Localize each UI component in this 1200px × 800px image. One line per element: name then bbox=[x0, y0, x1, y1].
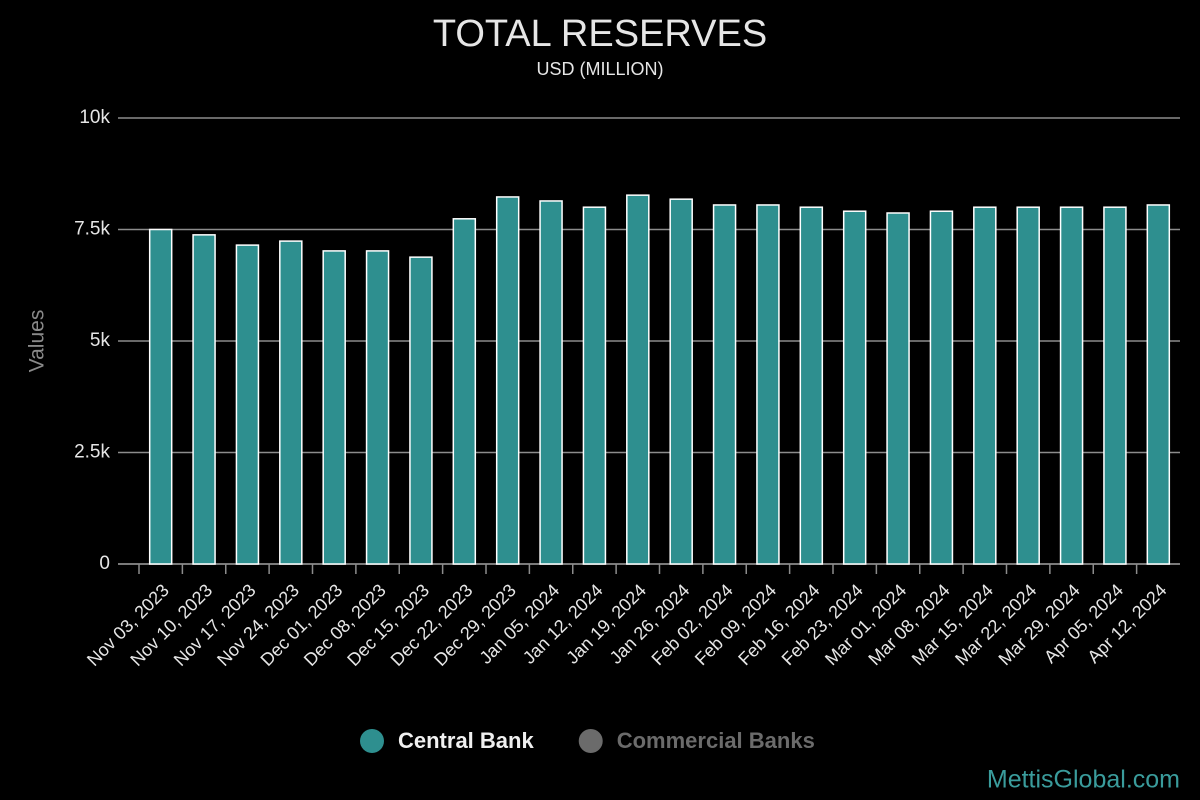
bar bbox=[712, 204, 737, 565]
bar bbox=[842, 210, 867, 565]
chart-subtitle: USD (MILLION) bbox=[536, 59, 663, 79]
bar bbox=[365, 250, 390, 565]
legend-item[interactable]: Commercial Banks bbox=[578, 728, 815, 753]
bar bbox=[582, 206, 607, 565]
y-axis-label: Values bbox=[26, 310, 49, 373]
bar bbox=[1103, 206, 1127, 565]
bar bbox=[539, 200, 563, 565]
bar bbox=[669, 198, 693, 565]
bar bbox=[148, 228, 173, 565]
legend-swatch bbox=[578, 729, 603, 753]
bar bbox=[929, 210, 954, 565]
bar bbox=[235, 244, 260, 565]
bar bbox=[886, 212, 910, 565]
bar bbox=[452, 218, 477, 565]
bar bbox=[973, 206, 997, 565]
bar bbox=[1059, 206, 1084, 565]
bar bbox=[409, 256, 433, 565]
y-tick-label: 7.5k bbox=[74, 219, 110, 240]
watermark: MettisGlobal.com bbox=[987, 766, 1180, 794]
y-tick-label: 2.5k bbox=[74, 442, 110, 463]
legend-label: Central Bank bbox=[398, 728, 534, 753]
bar bbox=[279, 240, 303, 565]
bar bbox=[756, 204, 780, 565]
bar bbox=[495, 196, 520, 565]
legend-item[interactable]: Central Bank bbox=[360, 728, 534, 753]
legend-swatch bbox=[360, 729, 384, 753]
legend-label: Commercial Banks bbox=[617, 728, 815, 753]
y-tick-label: 0 bbox=[99, 553, 110, 574]
bar bbox=[322, 250, 346, 565]
y-tick-label: 10k bbox=[79, 107, 110, 128]
bar bbox=[1146, 204, 1171, 565]
bar bbox=[799, 206, 824, 565]
bar bbox=[192, 234, 216, 565]
y-tick-label: 5k bbox=[90, 330, 111, 351]
bar bbox=[1016, 206, 1040, 565]
bar bbox=[626, 194, 650, 565]
chart-title: TOTAL RESERVES bbox=[433, 13, 767, 55]
